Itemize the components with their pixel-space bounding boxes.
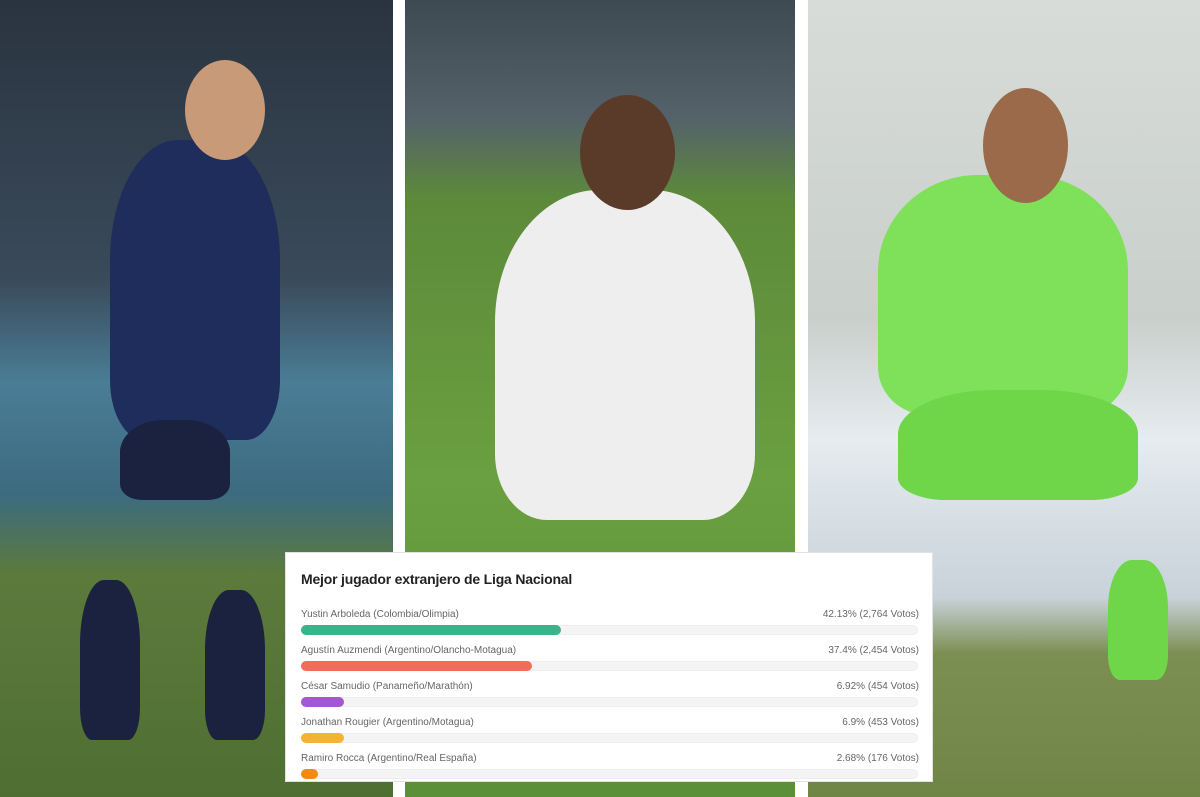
player-shorts: [120, 420, 230, 500]
player-head: [580, 95, 675, 210]
option-bar-fill: [301, 697, 344, 707]
photo-goalkeeper-green-kit: [808, 0, 1200, 797]
poll-option[interactable]: César Samudio (Panameño/Marathón) 6.92% …: [301, 681, 919, 717]
option-bar-fill: [301, 625, 561, 635]
poll-option[interactable]: Yustin Arboleda (Colombia/Olimpia) 42.13…: [301, 609, 919, 645]
player-sock: [1108, 560, 1168, 680]
option-bar-track: [301, 769, 918, 779]
player-body: [495, 190, 755, 520]
player-body: [110, 140, 280, 440]
player-leg: [205, 590, 265, 740]
option-bar-fill: [301, 733, 344, 743]
option-result: 42.13% (2,764 Votos): [822, 609, 919, 620]
option-label: Jonathan Rougier (Argentino/Motagua): [301, 717, 474, 728]
option-bar-track: [301, 697, 918, 707]
option-bar-fill: [301, 769, 318, 779]
option-result: 2.68% (176 Votos): [836, 753, 919, 764]
poll-option[interactable]: Ramiro Rocca (Argentino/Real España) 2.6…: [301, 753, 919, 789]
player-head: [185, 60, 265, 160]
photo-player-blue-kit: [0, 0, 393, 797]
player-body: [878, 175, 1128, 415]
poll-card: Mejor jugador extranjero de Liga Naciona…: [285, 552, 933, 782]
option-label: César Samudio (Panameño/Marathón): [301, 681, 473, 692]
option-label: Ramiro Rocca (Argentino/Real España): [301, 753, 477, 764]
option-bar-fill: [301, 661, 532, 671]
option-result: 6.9% (453 Votos): [842, 717, 919, 728]
player-head: [983, 88, 1068, 203]
option-label: Yustin Arboleda (Colombia/Olimpia): [301, 609, 459, 620]
option-result: 6.92% (454 Votos): [836, 681, 919, 692]
player-leg: [80, 580, 140, 740]
option-label: Agustín Auzmendi (Argentino/Olancho-Mota…: [301, 645, 517, 656]
option-bar-track: [301, 733, 918, 743]
player-shorts: [898, 390, 1138, 500]
poll-option[interactable]: Jonathan Rougier (Argentino/Motagua) 6.9…: [301, 717, 919, 753]
option-result: 37.4% (2,454 Votos): [828, 645, 919, 656]
poll-title: Mejor jugador extranjero de Liga Naciona…: [301, 571, 573, 587]
poll-option[interactable]: Agustín Auzmendi (Argentino/Olancho-Mota…: [301, 645, 919, 681]
